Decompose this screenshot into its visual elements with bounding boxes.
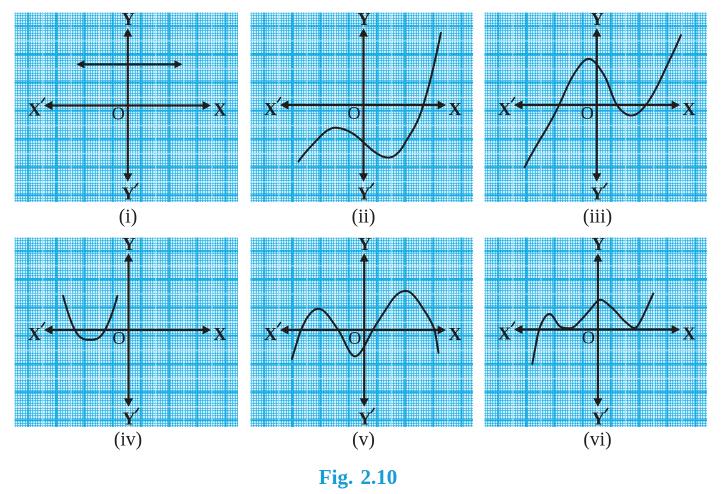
svg-text:X: X xyxy=(214,324,227,344)
svg-text:O: O xyxy=(581,103,594,123)
svg-text:O: O xyxy=(348,103,361,123)
svg-text:Y: Y xyxy=(122,184,135,204)
svg-text:X: X xyxy=(28,324,41,344)
svg-text:(iii): (iii) xyxy=(583,207,612,228)
svg-text:Y: Y xyxy=(123,234,136,254)
svg-text:X: X xyxy=(449,99,462,119)
svg-text:X: X xyxy=(498,99,511,119)
svg-text:Y: Y xyxy=(358,409,371,429)
svg-text:Y: Y xyxy=(123,409,136,429)
svg-text:Y: Y xyxy=(591,184,604,204)
svg-text:(ii): (ii) xyxy=(352,207,376,228)
svg-text:O: O xyxy=(582,328,595,348)
svg-text:Y: Y xyxy=(122,9,135,29)
svg-text:(v): (v) xyxy=(352,430,375,451)
svg-text:(vi): (vi) xyxy=(583,430,611,451)
svg-text:X: X xyxy=(214,100,227,120)
svg-text:X: X xyxy=(449,324,462,344)
svg-text:X: X xyxy=(683,99,696,119)
svg-text:X: X xyxy=(264,324,277,344)
svg-text:Y: Y xyxy=(358,9,371,29)
svg-text:X: X xyxy=(683,324,696,344)
svg-text:Y: Y xyxy=(592,409,605,429)
svg-text:Y: Y xyxy=(591,9,604,29)
svg-text:O: O xyxy=(112,104,125,124)
svg-text:Y: Y xyxy=(592,234,605,254)
svg-text:(iv): (iv) xyxy=(114,430,142,451)
svg-text:X: X xyxy=(28,100,41,120)
svg-text:Y: Y xyxy=(358,184,371,204)
svg-text:O: O xyxy=(348,328,361,348)
svg-text:X: X xyxy=(264,99,277,119)
svg-text:O: O xyxy=(113,328,126,348)
svg-text:(i): (i) xyxy=(119,207,137,228)
svg-text:Y: Y xyxy=(358,234,371,254)
svg-text:X: X xyxy=(498,324,511,344)
svg-text:Fig. 2.10: Fig. 2.10 xyxy=(319,465,397,489)
